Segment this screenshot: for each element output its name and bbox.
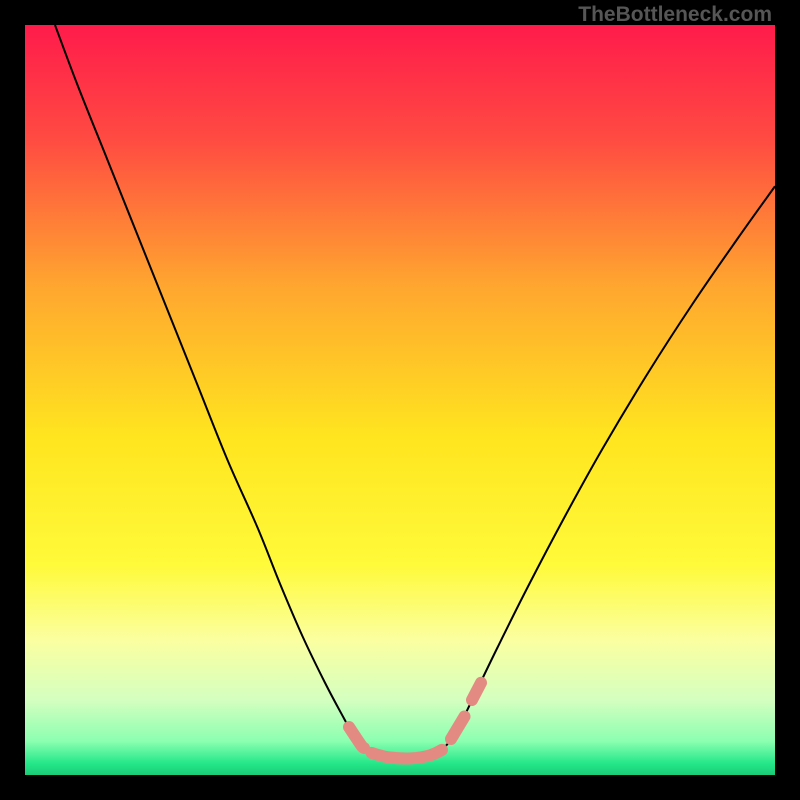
chart-svg: [25, 25, 775, 775]
highlight-segment-0: [349, 727, 364, 748]
highlight-segment-2: [451, 717, 465, 740]
plot-area: [25, 25, 775, 775]
highlight-segment-3: [472, 683, 481, 700]
watermark-text: TheBottleneck.com: [578, 3, 772, 27]
bottleneck-curve: [55, 25, 775, 758]
chart-frame: TheBottleneck.com: [0, 0, 800, 800]
highlight-segment-1: [372, 750, 443, 759]
